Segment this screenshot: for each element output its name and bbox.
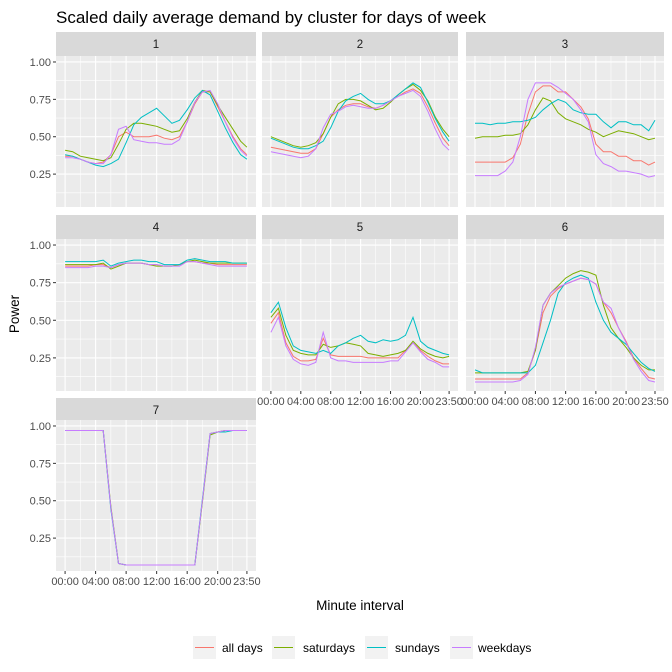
legend: all days saturdays sundays weekdays — [193, 636, 531, 659]
legend-label: saturdays — [303, 641, 355, 655]
y-tick-label: 0.50 — [30, 132, 51, 144]
series-line-all-days — [270, 311, 450, 365]
series-line-saturdays — [65, 89, 248, 162]
facet-strip — [262, 32, 458, 56]
x-tick-label: 16:00 — [173, 576, 201, 588]
x-tick-label: 00:00 — [461, 396, 489, 408]
facet-panel-7: 7 0.25 0.50 0.75 1.00 00:00 04:00 08:00 12:00 16:… — [30, 398, 261, 588]
facet-strip — [262, 215, 458, 239]
facet-panel-2: 2 — [262, 32, 458, 207]
facet-strip-label: 3 — [562, 39, 568, 51]
legend-label: all days — [222, 641, 263, 655]
series-line-weekdays — [65, 430, 247, 566]
series-line-weekdays — [65, 261, 247, 269]
facet-strip — [56, 32, 256, 56]
facet-strip-label: 1 — [153, 39, 159, 51]
series-line-saturdays — [270, 307, 450, 359]
facet-strip-label: 7 — [153, 405, 159, 417]
y-tick-label: 1.00 — [30, 240, 51, 252]
chart-title: Scaled daily average demand by cluster f… — [56, 8, 486, 27]
panel-background — [56, 420, 256, 571]
series-line-weekdays — [270, 315, 450, 368]
series-line-weekdays — [475, 82, 656, 178]
legend-item-sundays: sundays — [365, 636, 440, 659]
panel-background — [56, 56, 256, 207]
facet-panel-4: 4 0.25 0.50 0.75 1.00 — [30, 215, 256, 391]
panel-background — [262, 239, 458, 391]
series-line-sundays — [270, 82, 450, 150]
y-tick-label: 0.50 — [30, 496, 51, 508]
facet-strip — [466, 215, 664, 239]
facet-panel-1: 1 0.25 0.50 0.75 1.00 — [30, 32, 256, 207]
series-line-sundays — [474, 274, 656, 374]
panel-background — [466, 56, 664, 207]
series-line-sundays — [65, 89, 248, 168]
x-tick-label: 12:00 — [143, 576, 171, 588]
y-tick-label: 0.75 — [30, 94, 51, 106]
series-line-sundays — [270, 301, 450, 356]
series-line-saturdays — [65, 259, 247, 270]
x-tick-label: 12:00 — [347, 396, 375, 408]
legend-item-all-days: all days — [193, 636, 263, 659]
series-line-all-days — [475, 85, 656, 166]
facet-strip — [56, 215, 256, 239]
facet-panel-6: 6 00:00 04:00 08:00 12:00 16:00 20:00 23:50 — [461, 215, 669, 408]
x-axis-title: Minute interval — [316, 598, 404, 613]
y-tick-label: 0.75 — [30, 278, 51, 290]
facet-panel-5: 5 00:00 04:00 08:00 12:00 16:00 20:00 23:50 — [257, 215, 463, 408]
x-tick-label: 08:00 — [317, 396, 345, 408]
x-tick-label: 08:00 — [112, 576, 140, 588]
facet-panel-3: 3 — [466, 32, 664, 207]
y-tick-label: 1.00 — [30, 57, 51, 69]
x-tick-label: 20:00 — [407, 396, 435, 408]
y-tick-label: 0.25 — [30, 169, 51, 181]
series-line-saturdays — [270, 83, 450, 148]
series-line-weekdays — [270, 89, 450, 159]
series-line-sundays — [65, 258, 247, 267]
y-tick-label: 0.25 — [30, 353, 51, 365]
x-tick-label: 23:50 — [435, 396, 463, 408]
x-tick-label: 16:00 — [377, 396, 405, 408]
x-tick-label: 00:00 — [51, 576, 79, 588]
y-tick-label: 1.00 — [30, 421, 51, 433]
series-line-saturdays — [474, 97, 656, 141]
series-line-weekdays — [475, 277, 656, 383]
series-line-weekdays — [65, 89, 248, 165]
x-tick-label: 00:00 — [257, 396, 285, 408]
x-tick-label: 20:00 — [612, 396, 640, 408]
facet-strip-label: 2 — [357, 39, 363, 51]
series-line-sundays — [475, 98, 656, 132]
panel-background — [262, 56, 458, 207]
y-axis-title: Power — [7, 294, 22, 333]
facet-strip-label: 5 — [357, 222, 363, 234]
x-tick-label: 04:00 — [491, 396, 519, 408]
facet-strip-label: 4 — [153, 222, 160, 234]
x-tick-label: 08:00 — [522, 396, 550, 408]
facet-strip — [56, 398, 256, 420]
legend-item-saturdays: saturdays — [272, 636, 355, 659]
x-tick-label: 20:00 — [204, 576, 232, 588]
x-tick-label: 23:50 — [233, 576, 261, 588]
series-line-all-days — [270, 88, 450, 154]
x-tick-label: 16:00 — [582, 396, 610, 408]
legend-item-weekdays: weekdays — [450, 636, 531, 659]
panel-background — [466, 239, 664, 391]
legend-label: sundays — [395, 641, 440, 655]
x-tick-label: 04:00 — [287, 396, 315, 408]
y-tick-label: 0.25 — [30, 533, 51, 545]
x-tick-label: 23:50 — [641, 396, 669, 408]
facet-strip — [466, 32, 664, 56]
facet-strip-label: 6 — [562, 222, 568, 234]
legend-label: weekdays — [477, 641, 531, 655]
y-tick-label: 0.75 — [30, 458, 51, 470]
x-tick-label: 04:00 — [82, 576, 110, 588]
y-tick-label: 0.50 — [30, 315, 51, 327]
x-tick-label: 12:00 — [552, 396, 580, 408]
